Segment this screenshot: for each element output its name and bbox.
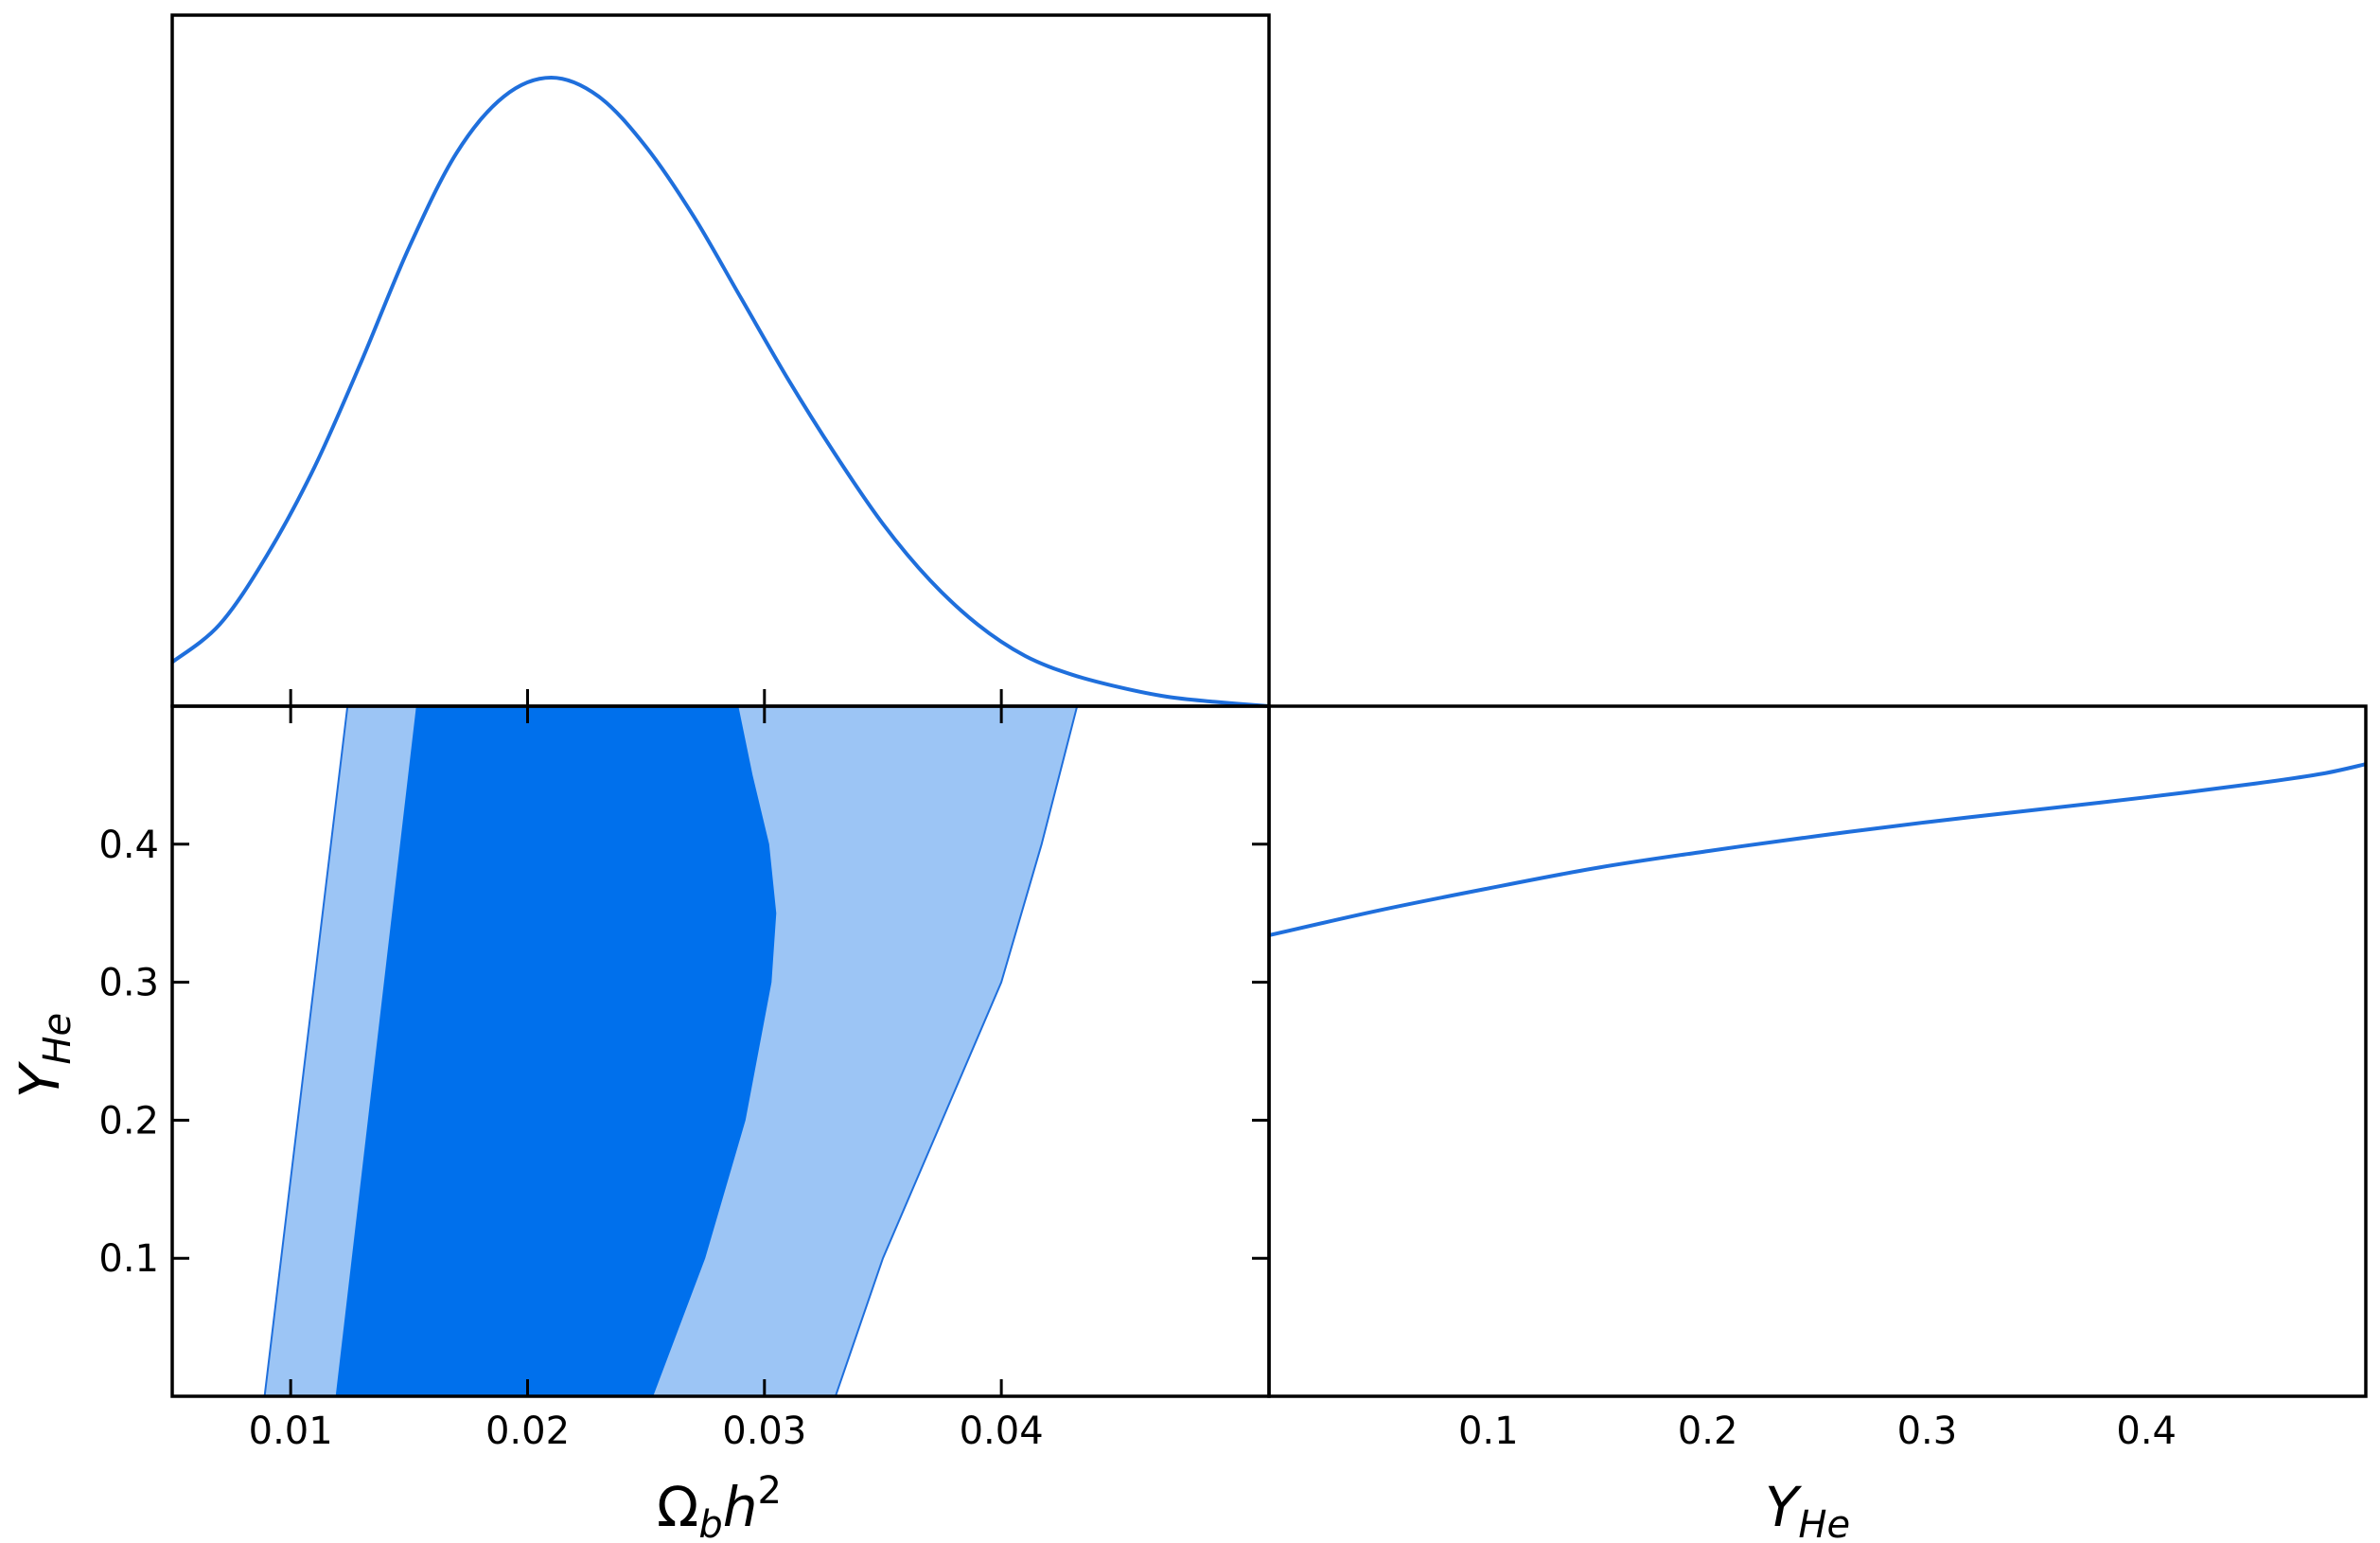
x-tick-label-yhe: 0.3 bbox=[1897, 1410, 1958, 1453]
y-axis-label-y: Y bbox=[8, 1060, 72, 1098]
marginal-omegabh2-line bbox=[170, 75, 1270, 708]
x-tick-label-yhe: 0.2 bbox=[1678, 1410, 1738, 1453]
y-tick-label-yhe: 0.1 bbox=[98, 1237, 159, 1281]
y-axis-label-he: He bbox=[36, 1013, 79, 1065]
x-tick-label-yhe: 0.1 bbox=[1458, 1410, 1519, 1453]
y-tick-label-yhe: 0.2 bbox=[98, 1099, 159, 1143]
panel-frames-group bbox=[170, 13, 2368, 1398]
contour-inner-region bbox=[335, 706, 777, 1396]
x-tick-label-omegabh2: 0.04 bbox=[960, 1410, 1044, 1453]
contour-regions-group bbox=[263, 706, 1079, 1396]
y-tick-label-yhe: 0.3 bbox=[98, 962, 159, 1005]
y-axis-label-yhe: YHe bbox=[8, 1013, 79, 1098]
x-axis-label-2: 2 bbox=[758, 1469, 782, 1513]
x-axis-label-he: He bbox=[1798, 1503, 1850, 1543]
tick-labels-group: 0.01 0.02 0.03 0.04 0.1 0.2 0.3 0.4 0.1 0.2 0.3 0.4 bbox=[98, 824, 2177, 1453]
x-axis-label-y: Y bbox=[1765, 1475, 1803, 1539]
x-tick-label-omegabh2: 0.02 bbox=[485, 1410, 570, 1453]
tick-marks-group bbox=[172, 689, 1269, 1396]
x-axis-label-yhe: YHe bbox=[1765, 1475, 1850, 1543]
marginal-yhe-line bbox=[1268, 762, 2367, 937]
x-tick-label-yhe: 0.4 bbox=[2116, 1410, 2177, 1453]
panel-frame-right bbox=[1267, 704, 2368, 1398]
svg-text:YHe: YHe bbox=[8, 1013, 79, 1098]
x-axis-label-omegabh2: Ωbh2 bbox=[657, 1469, 782, 1543]
x-axis-label-h: h bbox=[723, 1475, 758, 1539]
x-tick-label-omegabh2: 0.03 bbox=[722, 1410, 806, 1453]
y-tick-label-yhe: 0.4 bbox=[98, 824, 159, 867]
x-tick-label-omegabh2: 0.01 bbox=[249, 1410, 333, 1453]
marginal-lines-group bbox=[170, 75, 2367, 937]
x-axis-label-b: b bbox=[698, 1503, 722, 1543]
x-axis-label-omega: Ω bbox=[657, 1475, 698, 1539]
panel-frame-top bbox=[170, 13, 1271, 708]
